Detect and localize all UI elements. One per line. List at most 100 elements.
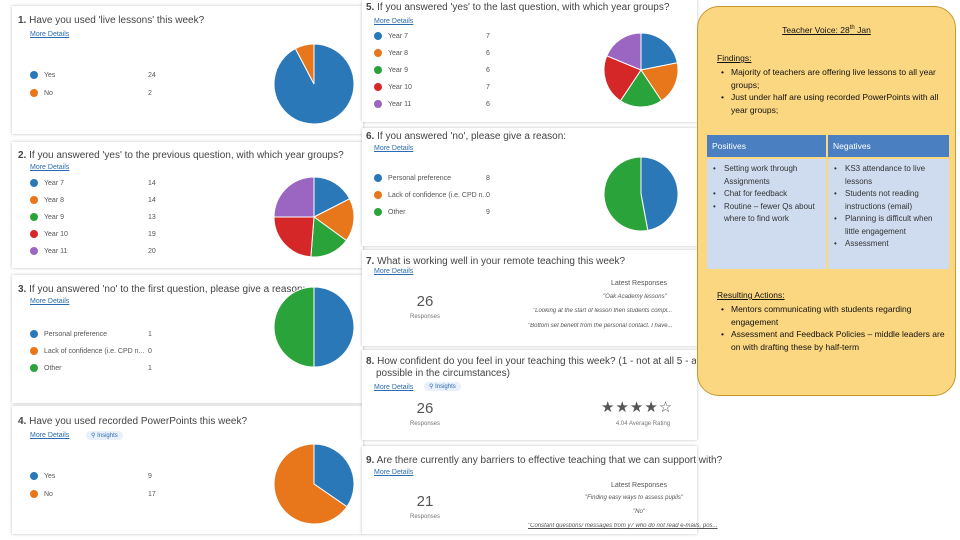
pie-slice-year-11 — [273, 176, 315, 218]
pie-slice-other — [273, 286, 315, 368]
q7-response-2: "Looking at the start of lesson then stu… — [533, 308, 673, 314]
legend-value: 14 — [148, 179, 156, 187]
q6-more-details-link[interactable]: More Details — [374, 145, 414, 152]
legend-swatch — [374, 49, 382, 57]
q4-legend-item: No 17 — [30, 490, 170, 498]
q8-more-details-link[interactable]: More Details — [374, 384, 414, 391]
legend-swatch — [30, 472, 38, 480]
q5-legend-item: Year 10 7 — [374, 83, 514, 91]
q8-insights-button[interactable]: ⚲ Insights — [424, 382, 461, 391]
q4-legend-item: Yes 9 — [30, 472, 170, 480]
negatives-header: Negatives — [828, 135, 949, 157]
q2-more-details-link[interactable]: More Details — [30, 164, 70, 171]
finding-item: Just under half are using recorded Power… — [721, 91, 956, 116]
legend-swatch — [374, 83, 382, 91]
rating-stars: ★★★★☆ — [601, 399, 674, 416]
legend-label: Personal preference — [388, 174, 452, 182]
legend-swatch — [30, 196, 38, 204]
q6-legend-item: Other 9 — [374, 208, 514, 216]
legend-value: 6 — [486, 100, 490, 108]
legend-label: Year 8 — [44, 196, 64, 204]
q9-more-details-link[interactable]: More Details — [374, 469, 414, 476]
finding-item: Majority of teachers are offering live l… — [721, 66, 956, 91]
q7-title: 7. What is working well in your remote t… — [366, 256, 626, 267]
legend-label: Other — [44, 364, 62, 372]
negative-item: • Assessment — [834, 239, 889, 248]
legend-label: Yes — [44, 472, 56, 480]
legend-swatch — [30, 347, 38, 355]
negative-item: • Students not reading instructions (emai… — [834, 189, 919, 211]
legend-label: Other — [388, 208, 406, 216]
q9-latest-responses-label: Latest Responses — [611, 482, 668, 489]
legend-value: 2 — [148, 89, 152, 97]
legend-label: Personal preference — [44, 330, 108, 338]
positive-item: • Chat for feedback — [713, 189, 788, 198]
legend-value: 6 — [486, 49, 490, 57]
q1-more-details-link[interactable]: More Details — [30, 31, 70, 38]
pie-slice-other — [603, 156, 649, 232]
q3-title: 3. If you answered 'no' to the first que… — [18, 284, 306, 295]
q1-title: 1. Have you used 'live lessons' this wee… — [18, 15, 205, 26]
q8-title-line2: possible in the circumstances) — [376, 368, 510, 379]
legend-label: Year 10 — [44, 230, 68, 238]
pie-slice-year-9 — [619, 69, 663, 108]
q7-response-count-label: Responses — [409, 314, 441, 320]
q4-more-details-link[interactable]: More Details — [30, 432, 70, 439]
q1-pie-chart — [273, 43, 355, 125]
positives-header: Positives — [707, 135, 826, 157]
actions-list: Mentors communicating with students rega… — [717, 303, 949, 353]
legend-value: 7 — [486, 83, 490, 91]
q2-title: 2. If you answered 'yes' to the previous… — [18, 150, 344, 161]
q8-panel — [362, 350, 697, 440]
legend-label: Yes — [44, 71, 56, 79]
q3-pie-chart — [273, 286, 355, 368]
q3-legend-item: Personal preference 1 — [30, 330, 170, 338]
pie-slice-year-8 — [313, 198, 355, 242]
q6-pie-chart — [603, 156, 679, 232]
q5-legend-item: Year 11 6 — [374, 100, 514, 108]
legend-label: Lack of confidence (i.e. CPD n... — [44, 347, 145, 355]
legend-swatch — [30, 71, 38, 79]
legend-value: 9 — [148, 472, 152, 480]
q2-legend-item: Year 10 19 — [30, 230, 170, 238]
q2-legend-item: Year 8 14 — [30, 196, 170, 204]
q7-more-details-link[interactable]: More Details — [374, 268, 414, 275]
legend-label: Lack of confidence (i.e. CPD n... — [388, 191, 489, 199]
q7-panel — [362, 250, 697, 346]
positives-cell: • Setting work through Assignments • Chat … — [707, 159, 826, 269]
legend-label: Year 7 — [44, 179, 64, 187]
findings-list: Majority of teachers are offering live l… — [717, 66, 956, 116]
action-item: Mentors communicating with students rega… — [721, 303, 949, 328]
legend-label: Year 9 — [44, 213, 64, 221]
q1-legend-item: Yes 24 — [30, 71, 170, 79]
legend-label: No — [44, 89, 53, 97]
findings-label: Findings: — [717, 53, 752, 63]
legend-label: Year 9 — [388, 66, 408, 74]
q9-response-3: "Constant questions/ messages from y7 wh… — [528, 523, 718, 529]
legend-label: Year 8 — [388, 49, 408, 57]
q3-legend-item: Lack of confidence (i.e. CPD n... 0 — [30, 347, 170, 355]
q4-insights-button[interactable]: ⚲ Insights — [86, 431, 123, 440]
pie-slice-year-10 — [603, 55, 642, 102]
legend-swatch — [30, 247, 38, 255]
q3-more-details-link[interactable]: More Details — [30, 298, 70, 305]
q9-response-1: "Finding easy ways to assess pupils" — [585, 495, 683, 501]
q2-legend-item: Year 11 20 — [30, 247, 170, 255]
legend-swatch — [374, 174, 382, 182]
legend-swatch — [30, 490, 38, 498]
q5-legend-item: Year 8 6 — [374, 49, 514, 57]
pie-slice-year-7 — [313, 176, 351, 218]
q5-more-details-link[interactable]: More Details — [374, 18, 414, 25]
legend-label: Year 7 — [388, 32, 408, 40]
q4-pie-chart — [273, 443, 355, 525]
legend-label: No — [44, 490, 53, 498]
legend-swatch — [30, 213, 38, 221]
negative-item: • KS3 attendance to live lessons — [834, 164, 926, 186]
legend-swatch — [30, 179, 38, 187]
pie-slice-no — [273, 443, 348, 525]
q3-legend-item: Other 1 — [30, 364, 170, 372]
legend-swatch — [30, 230, 38, 238]
q5-legend-item: Year 7 7 — [374, 32, 514, 40]
q2-pie-chart — [273, 176, 355, 258]
q8-response-count: 26 — [416, 400, 434, 417]
